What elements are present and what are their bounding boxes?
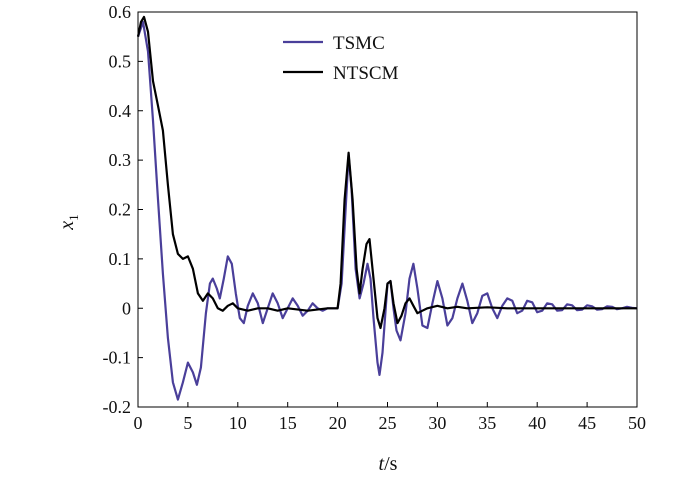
- x-tick-label: 0: [134, 413, 143, 433]
- x-axis-label-var: t: [379, 453, 385, 475]
- x-tick-label: 35: [478, 413, 496, 433]
- y-tick-label: 0.4: [109, 101, 132, 121]
- y-tick-label: 0.2: [109, 200, 132, 220]
- legend-label-tsmc: TSMC: [333, 33, 385, 54]
- y-axis-label-var: x: [56, 221, 78, 231]
- series-line-ntscm: [136, 15, 637, 330]
- series-line-tsmc: [136, 20, 638, 401]
- y-tick-label: -0.2: [103, 397, 132, 417]
- x-tick-label: 30: [428, 413, 446, 433]
- y-axis-label: x1: [56, 214, 81, 230]
- x-tick-label: 40: [528, 413, 546, 433]
- legend-label-ntscm: NTSCM: [333, 63, 399, 84]
- y-axis-label-sub: 1: [66, 214, 81, 221]
- x-axis-ticks: 0 5 10 15 20 25 30 35 40 45 50: [134, 402, 646, 433]
- y-tick-label: 0.1: [109, 249, 132, 269]
- y-tick-label: -0.1: [103, 348, 132, 368]
- x-tick-label: 5: [183, 413, 192, 433]
- x-tick-label: 20: [329, 413, 347, 433]
- x-tick-label: 45: [578, 413, 596, 433]
- y-tick-label: 0.3: [109, 150, 132, 170]
- y-tick-label: 0.5: [109, 51, 132, 71]
- y-tick-label: 0: [122, 298, 131, 318]
- x-tick-label: 10: [229, 413, 247, 433]
- y-axis-ticks: -0.2 -0.1 0 0.1 0.2 0.3 0.4 0.5 0.6: [103, 2, 143, 417]
- x-axis-label: t/s: [379, 453, 398, 475]
- x-tick-label: 15: [279, 413, 297, 433]
- legend: TSMC NTSCM: [283, 33, 399, 84]
- x-axis-label-unit: /s: [384, 453, 398, 475]
- series-layer: [136, 15, 638, 401]
- x-tick-label: 50: [628, 413, 646, 433]
- y-tick-label: 0.6: [109, 2, 132, 22]
- x-tick-label: 25: [379, 413, 397, 433]
